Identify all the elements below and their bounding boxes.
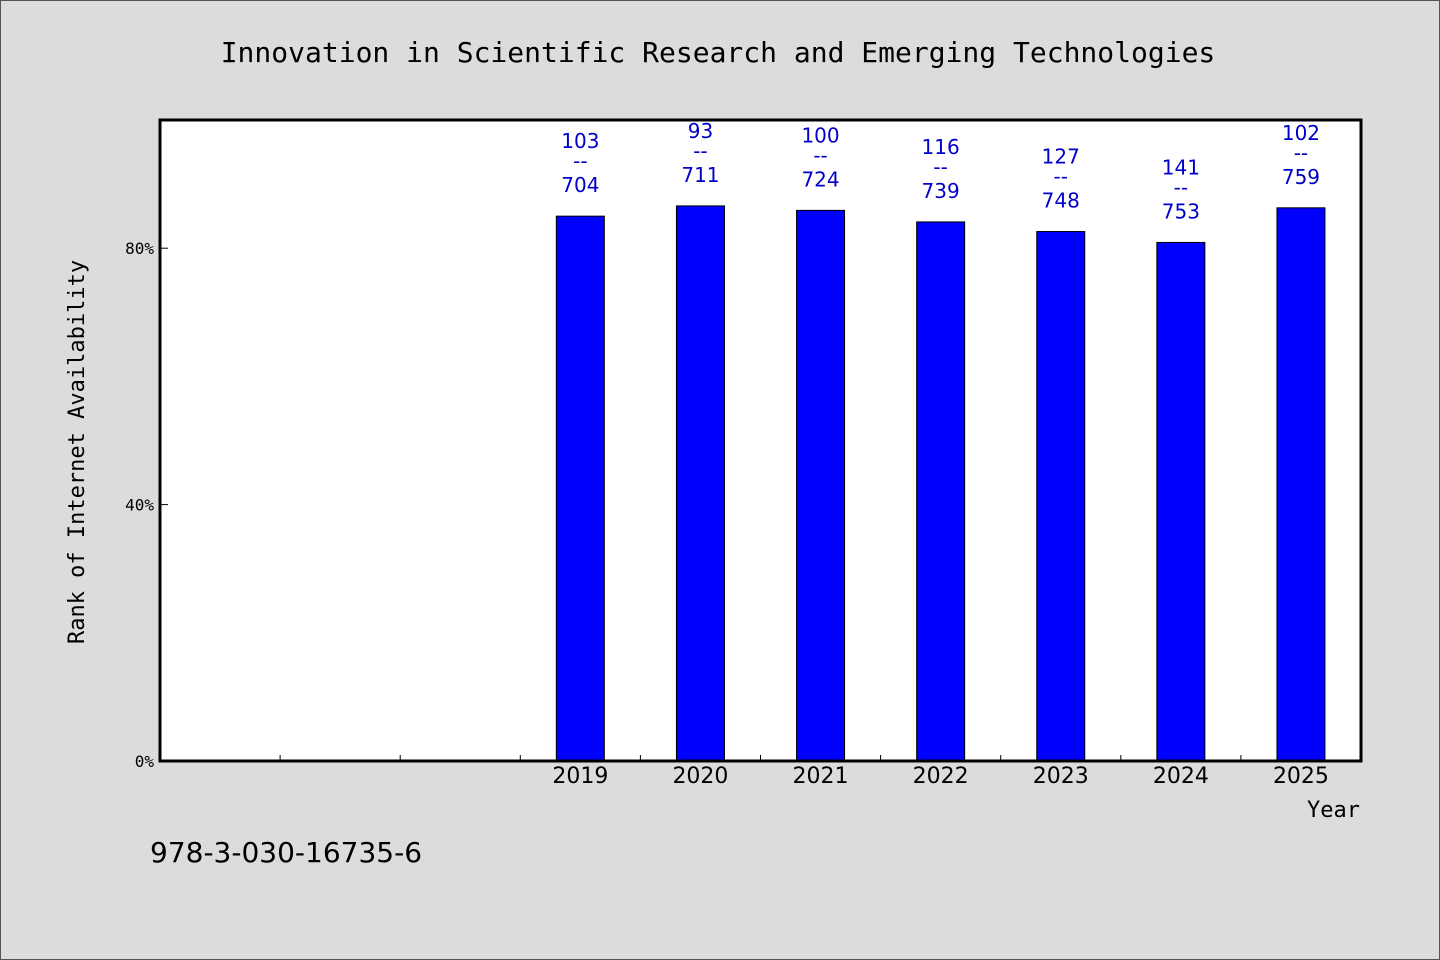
- y-tick-label: 40%: [125, 496, 154, 515]
- data-label-bottom: 753: [1162, 199, 1200, 223]
- bar-2022: [916, 221, 966, 762]
- data-label-bottom: 759: [1282, 165, 1320, 189]
- x-tick-labels: 2019 2020 2021 2022 2023 2024 2025: [552, 764, 1329, 789]
- bar-2023: [1036, 231, 1086, 762]
- data-label-top: 141: [1162, 155, 1200, 179]
- footer-isbn-text: 978-3-030-16735-6: [150, 836, 422, 869]
- data-label-top: 102: [1282, 121, 1320, 145]
- bar-2021: [796, 209, 846, 762]
- data-label-separator: --: [1054, 165, 1068, 189]
- data-label-top: 116: [922, 135, 960, 159]
- data-label-top: 127: [1042, 145, 1080, 169]
- data-label-bottom: 711: [681, 163, 719, 187]
- data-label-top: 103: [561, 129, 599, 153]
- bar-2020: [675, 205, 725, 762]
- chart-title: Innovation in Scientific Research and Em…: [221, 36, 1216, 69]
- data-label-separator: --: [693, 139, 707, 163]
- data-label-top: 100: [801, 123, 839, 147]
- bars: [555, 205, 1326, 762]
- x-tick-label: 2022: [913, 764, 969, 789]
- x-tick-label: 2020: [672, 764, 728, 789]
- x-tick-label: 2024: [1153, 764, 1209, 789]
- data-labels: 103--70493--711100--724116--739127--7481…: [561, 119, 1320, 224]
- bar-2025: [1276, 207, 1326, 762]
- data-label-separator: --: [1294, 141, 1308, 165]
- x-tick-label: 2023: [1033, 764, 1089, 789]
- y-tick-label: 0%: [135, 752, 155, 771]
- bar-2019: [555, 215, 605, 762]
- data-label-separator: --: [813, 143, 827, 167]
- data-label-bottom: 704: [561, 173, 599, 197]
- x-tick-label: 2019: [552, 764, 608, 789]
- y-tick-label: 80%: [125, 239, 154, 258]
- data-label-separator: --: [1174, 175, 1188, 199]
- data-label-top: 93: [688, 119, 713, 143]
- data-label-bottom: 739: [922, 179, 960, 203]
- data-label-bottom: 748: [1042, 189, 1080, 213]
- data-label-separator: --: [933, 155, 947, 179]
- y-tick-labels: 0% 40% 80%: [125, 239, 154, 771]
- x-tick-label: 2025: [1273, 764, 1329, 789]
- x-axis-label: Year: [1307, 798, 1360, 823]
- bar-2024: [1156, 241, 1206, 762]
- x-tick-label: 2021: [793, 764, 849, 789]
- data-label-separator: --: [573, 149, 587, 173]
- y-axis-label: Rank of Internet Availability: [65, 260, 90, 644]
- plot-frame: [158, 118, 1363, 763]
- data-label-bottom: 724: [801, 167, 839, 191]
